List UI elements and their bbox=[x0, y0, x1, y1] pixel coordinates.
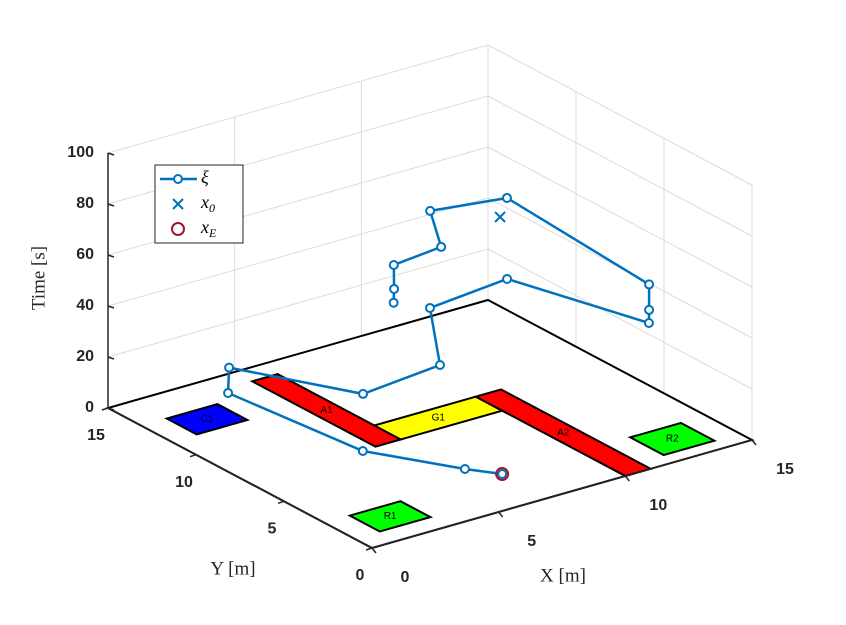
y-tick-label: 5 bbox=[268, 521, 277, 538]
point-marker bbox=[644, 279, 655, 290]
point-marker bbox=[435, 360, 446, 371]
y-tick-label: 10 bbox=[175, 474, 193, 491]
z-tick-label: 20 bbox=[76, 348, 94, 365]
region-label: R1 bbox=[384, 511, 397, 522]
z-tick bbox=[107, 407, 115, 411]
legend-label: xE bbox=[200, 217, 217, 240]
grid-line bbox=[487, 146, 753, 288]
point-marker bbox=[389, 283, 400, 294]
z-tick-label: 60 bbox=[76, 246, 94, 263]
point-marker bbox=[643, 318, 654, 329]
point-marker bbox=[501, 192, 512, 203]
x-tick-label: 10 bbox=[649, 497, 667, 514]
y-tick bbox=[365, 547, 373, 551]
trajectory-line bbox=[226, 196, 651, 476]
grid-line bbox=[487, 95, 753, 237]
region-label: C1 bbox=[201, 414, 214, 425]
x-tick-label: 5 bbox=[527, 533, 536, 550]
legend-marker bbox=[173, 174, 183, 184]
point-marker bbox=[424, 302, 435, 313]
region-label: A1 bbox=[320, 405, 333, 416]
y-tick bbox=[189, 453, 197, 458]
z-tick-label: 100 bbox=[67, 144, 94, 161]
legend-marker bbox=[172, 198, 184, 210]
point-marker bbox=[388, 297, 399, 308]
grid-line bbox=[107, 197, 489, 307]
x-tick bbox=[371, 547, 377, 554]
legend-marker bbox=[171, 222, 185, 236]
legend-box bbox=[154, 164, 244, 244]
x-tick-label: 0 bbox=[401, 569, 410, 586]
region bbox=[627, 421, 718, 457]
y-tick-label: 15 bbox=[87, 427, 105, 444]
region bbox=[249, 373, 404, 448]
point-marker bbox=[223, 387, 234, 398]
region bbox=[164, 403, 251, 436]
x-axis-line bbox=[371, 439, 753, 549]
z-tick bbox=[107, 152, 115, 156]
point-marker bbox=[224, 362, 235, 373]
x-tick bbox=[498, 511, 504, 518]
legend-label: ξ bbox=[201, 167, 209, 187]
point-marker bbox=[497, 469, 508, 480]
grid-line bbox=[487, 248, 753, 390]
z-tick-label: 40 bbox=[76, 297, 94, 314]
grid-line bbox=[487, 44, 753, 186]
region-label: R2 bbox=[666, 434, 679, 445]
point-marker bbox=[388, 259, 399, 270]
legend-label: x0 bbox=[200, 192, 215, 215]
point-marker bbox=[358, 388, 369, 399]
y-axis-line bbox=[107, 407, 373, 549]
point-marker bbox=[495, 467, 510, 482]
region bbox=[347, 500, 434, 533]
grid-line bbox=[107, 248, 489, 358]
y-tick bbox=[101, 407, 109, 411]
region-label: A2 bbox=[557, 427, 570, 438]
z-tick bbox=[107, 305, 115, 309]
y-tick-label: 0 bbox=[356, 567, 365, 584]
point-marker bbox=[425, 205, 436, 216]
z-tick bbox=[107, 356, 115, 360]
z-tick bbox=[107, 254, 115, 258]
x-tick-label: 15 bbox=[776, 461, 794, 478]
point-marker bbox=[644, 304, 655, 315]
point-marker bbox=[494, 211, 506, 223]
y-tick bbox=[277, 500, 285, 505]
z-axis-label: Time [s] bbox=[28, 246, 49, 310]
point-marker bbox=[357, 445, 368, 456]
x-axis-label: X [m] bbox=[540, 565, 586, 586]
grid-line bbox=[107, 44, 489, 154]
point-marker bbox=[459, 463, 470, 474]
x-tick bbox=[751, 439, 757, 446]
x-tick bbox=[624, 475, 630, 482]
point-marker bbox=[502, 273, 513, 284]
region-label: G1 bbox=[432, 413, 446, 424]
y-axis-label: Y [m] bbox=[210, 558, 255, 579]
z-tick-label: 0 bbox=[85, 399, 94, 416]
z-tick-label: 80 bbox=[76, 195, 94, 212]
z-tick bbox=[107, 203, 115, 207]
point-marker bbox=[436, 241, 447, 252]
